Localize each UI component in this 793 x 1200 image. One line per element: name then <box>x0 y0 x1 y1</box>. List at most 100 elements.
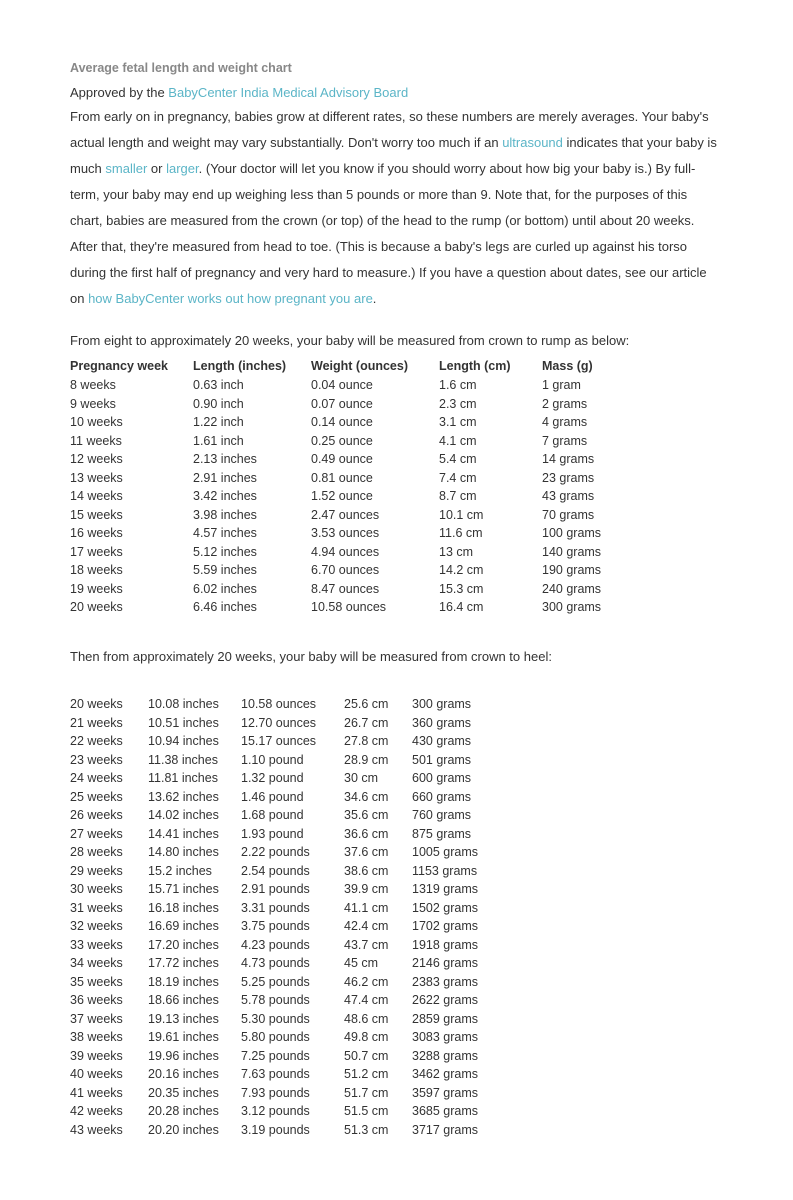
table-cell: 51.7 cm <box>344 1085 412 1104</box>
table-cell: 33 weeks <box>70 937 148 956</box>
table-cell: 11 weeks <box>70 433 193 452</box>
table-row: 29 weeks15.2 inches2.54 pounds38.6 cm115… <box>70 863 500 882</box>
table-row: 21 weeks10.51 inches12.70 ounces26.7 cm3… <box>70 715 500 734</box>
table-cell: 5.59 inches <box>193 562 311 581</box>
table-cell: 39 weeks <box>70 1048 148 1067</box>
table-cell: 19.61 inches <box>148 1029 241 1048</box>
table-row: 37 weeks19.13 inches5.30 pounds48.6 cm28… <box>70 1011 500 1030</box>
table-cell: 0.25 ounce <box>311 433 439 452</box>
table-cell: 41.1 cm <box>344 900 412 919</box>
table-cell: 1.32 pound <box>241 770 344 789</box>
table-row: 15 weeks3.98 inches2.47 ounces10.1 cm70 … <box>70 507 630 526</box>
table-cell: 0.90 inch <box>193 396 311 415</box>
table-row: 13 weeks2.91 inches0.81 ounce7.4 cm23 gr… <box>70 470 630 489</box>
table-cell: 15.3 cm <box>439 581 542 600</box>
table-cell: 14.2 cm <box>439 562 542 581</box>
table-cell: 875 grams <box>412 826 500 845</box>
table-cell: 43 grams <box>542 488 630 507</box>
table-cell: 34.6 cm <box>344 789 412 808</box>
table-cell: 4.1 cm <box>439 433 542 452</box>
table-cell: 2.13 inches <box>193 451 311 470</box>
column-header: Pregnancy week <box>70 358 193 378</box>
table-cell: 8 weeks <box>70 377 193 396</box>
table-row: 36 weeks18.66 inches5.78 pounds47.4 cm26… <box>70 992 500 1011</box>
table-cell: 36 weeks <box>70 992 148 1011</box>
table-row: 10 weeks1.22 inch0.14 ounce3.1 cm4 grams <box>70 414 630 433</box>
table-row: 23 weeks11.38 inches1.10 pound28.9 cm501… <box>70 752 500 771</box>
table-row: 9 weeks0.90 inch0.07 ounce2.3 cm2 grams <box>70 396 630 415</box>
larger-link[interactable]: larger <box>166 161 199 176</box>
table-cell: 24 weeks <box>70 770 148 789</box>
table-cell: 3.75 pounds <box>241 918 344 937</box>
table-cell: 2.3 cm <box>439 396 542 415</box>
table-row: 31 weeks16.18 inches3.31 pounds41.1 cm15… <box>70 900 500 919</box>
table-row: 12 weeks2.13 inches0.49 ounce5.4 cm14 gr… <box>70 451 630 470</box>
table-cell: 360 grams <box>412 715 500 734</box>
table-row: 38 weeks19.61 inches5.80 pounds49.8 cm30… <box>70 1029 500 1048</box>
table-cell: 2.47 ounces <box>311 507 439 526</box>
table-cell: 51.3 cm <box>344 1122 412 1141</box>
table-cell: 46.2 cm <box>344 974 412 993</box>
table-cell: 8.47 ounces <box>311 581 439 600</box>
table-cell: 30 weeks <box>70 881 148 900</box>
table-row: 28 weeks14.80 inches2.22 pounds37.6 cm10… <box>70 844 500 863</box>
table-cell: 1.22 inch <box>193 414 311 433</box>
table-cell: 51.5 cm <box>344 1103 412 1122</box>
table-row: 27 weeks14.41 inches1.93 pound36.6 cm875… <box>70 826 500 845</box>
table-row: 24 weeks11.81 inches1.32 pound30 cm600 g… <box>70 770 500 789</box>
table-cell: 17 weeks <box>70 544 193 563</box>
smaller-link[interactable]: smaller <box>105 161 147 176</box>
table-cell: 10 weeks <box>70 414 193 433</box>
table-row: 40 weeks20.16 inches7.63 pounds51.2 cm34… <box>70 1066 500 1085</box>
table-cell: 7.63 pounds <box>241 1066 344 1085</box>
section2-note: Then from approximately 20 weeks, your b… <box>70 648 723 666</box>
table-cell: 5.30 pounds <box>241 1011 344 1030</box>
table-cell: 10.58 ounces <box>311 599 439 618</box>
advisory-board-link[interactable]: BabyCenter India Medical Advisory Board <box>168 85 408 100</box>
table-cell: 26.7 cm <box>344 715 412 734</box>
table-row: 19 weeks6.02 inches8.47 ounces15.3 cm240… <box>70 581 630 600</box>
table-cell: 20.20 inches <box>148 1122 241 1141</box>
table-row: 43 weeks20.20 inches3.19 pounds51.3 cm37… <box>70 1122 500 1141</box>
table-cell: 7 grams <box>542 433 630 452</box>
table-cell: 600 grams <box>412 770 500 789</box>
table-cell: 37.6 cm <box>344 844 412 863</box>
table-cell: 38 weeks <box>70 1029 148 1048</box>
table-cell: 2.91 inches <box>193 470 311 489</box>
table-cell: 35.6 cm <box>344 807 412 826</box>
table-cell: 3.98 inches <box>193 507 311 526</box>
table-cell: 14.80 inches <box>148 844 241 863</box>
table-cell: 0.14 ounce <box>311 414 439 433</box>
table-row: 32 weeks16.69 inches3.75 pounds42.4 cm17… <box>70 918 500 937</box>
table-cell: 760 grams <box>412 807 500 826</box>
table-cell: 2.54 pounds <box>241 863 344 882</box>
table-cell: 16 weeks <box>70 525 193 544</box>
table-cell: 15.71 inches <box>148 881 241 900</box>
table-cell: 17.72 inches <box>148 955 241 974</box>
ultrasound-link[interactable]: ultrasound <box>502 135 563 150</box>
table-cell: 10.94 inches <box>148 733 241 752</box>
table-cell: 20 weeks <box>70 599 193 618</box>
table-cell: 7.25 pounds <box>241 1048 344 1067</box>
table-cell: 16.18 inches <box>148 900 241 919</box>
table-cell: 3462 grams <box>412 1066 500 1085</box>
table-cell: 140 grams <box>542 544 630 563</box>
table-cell: 42.4 cm <box>344 918 412 937</box>
table-cell: 39.9 cm <box>344 881 412 900</box>
table-row: 30 weeks15.71 inches2.91 pounds39.9 cm13… <box>70 881 500 900</box>
table-cell: 38.6 cm <box>344 863 412 882</box>
table-cell: 27 weeks <box>70 826 148 845</box>
table-row: 18 weeks5.59 inches6.70 ounces14.2 cm190… <box>70 562 630 581</box>
table-cell: 1.93 pound <box>241 826 344 845</box>
table-cell: 23 grams <box>542 470 630 489</box>
table-cell: 4.94 ounces <box>311 544 439 563</box>
table-cell: 14.02 inches <box>148 807 241 826</box>
table-cell: 10.51 inches <box>148 715 241 734</box>
table-cell: 49.8 cm <box>344 1029 412 1048</box>
dates-link[interactable]: how BabyCenter works out how pregnant yo… <box>88 291 373 306</box>
table-cell: 18 weeks <box>70 562 193 581</box>
table-cell: 1.61 inch <box>193 433 311 452</box>
table-row: 25 weeks13.62 inches1.46 pound34.6 cm660… <box>70 789 500 808</box>
table-cell: 32 weeks <box>70 918 148 937</box>
table-cell: 11.81 inches <box>148 770 241 789</box>
